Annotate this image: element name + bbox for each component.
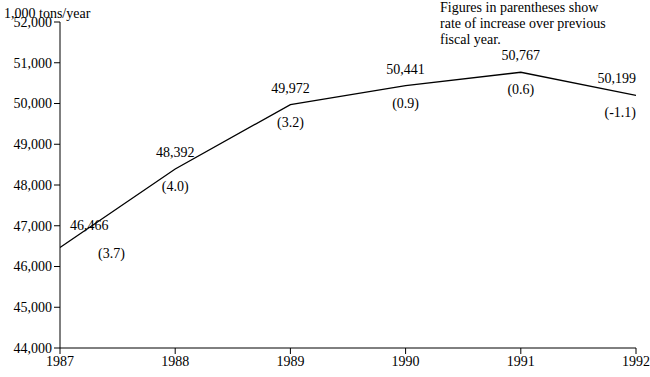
svg-text:48,392: 48,392 [156,145,195,160]
svg-text:(3.2): (3.2) [277,115,304,131]
svg-text:50,199: 50,199 [598,71,637,86]
svg-text:(4.0): (4.0) [162,179,189,195]
svg-text:51,000: 51,000 [14,56,53,71]
svg-text:46,000: 46,000 [14,259,53,274]
svg-text:(0.6): (0.6) [507,82,534,98]
svg-text:46,466: 46,466 [70,218,109,233]
svg-text:1987: 1987 [46,354,74,369]
svg-text:49,972: 49,972 [271,81,310,96]
svg-text:1991: 1991 [507,354,535,369]
svg-text:48,000: 48,000 [14,178,53,193]
svg-text:50,000: 50,000 [14,96,53,111]
svg-text:49,000: 49,000 [14,137,53,152]
svg-text:1990: 1990 [392,354,420,369]
svg-text:50,767: 50,767 [502,48,541,63]
svg-text:1989: 1989 [276,354,304,369]
svg-text:1992: 1992 [622,354,642,369]
svg-text:50,441: 50,441 [386,62,425,77]
svg-text:1988: 1988 [161,354,189,369]
svg-text:(-1.1): (-1.1) [605,105,637,121]
svg-text:47,000: 47,000 [14,219,53,234]
svg-text:44,000: 44,000 [14,341,53,356]
svg-text:(3.7): (3.7) [98,246,125,262]
svg-text:(0.9): (0.9) [392,96,419,112]
svg-text:45,000: 45,000 [14,300,53,315]
